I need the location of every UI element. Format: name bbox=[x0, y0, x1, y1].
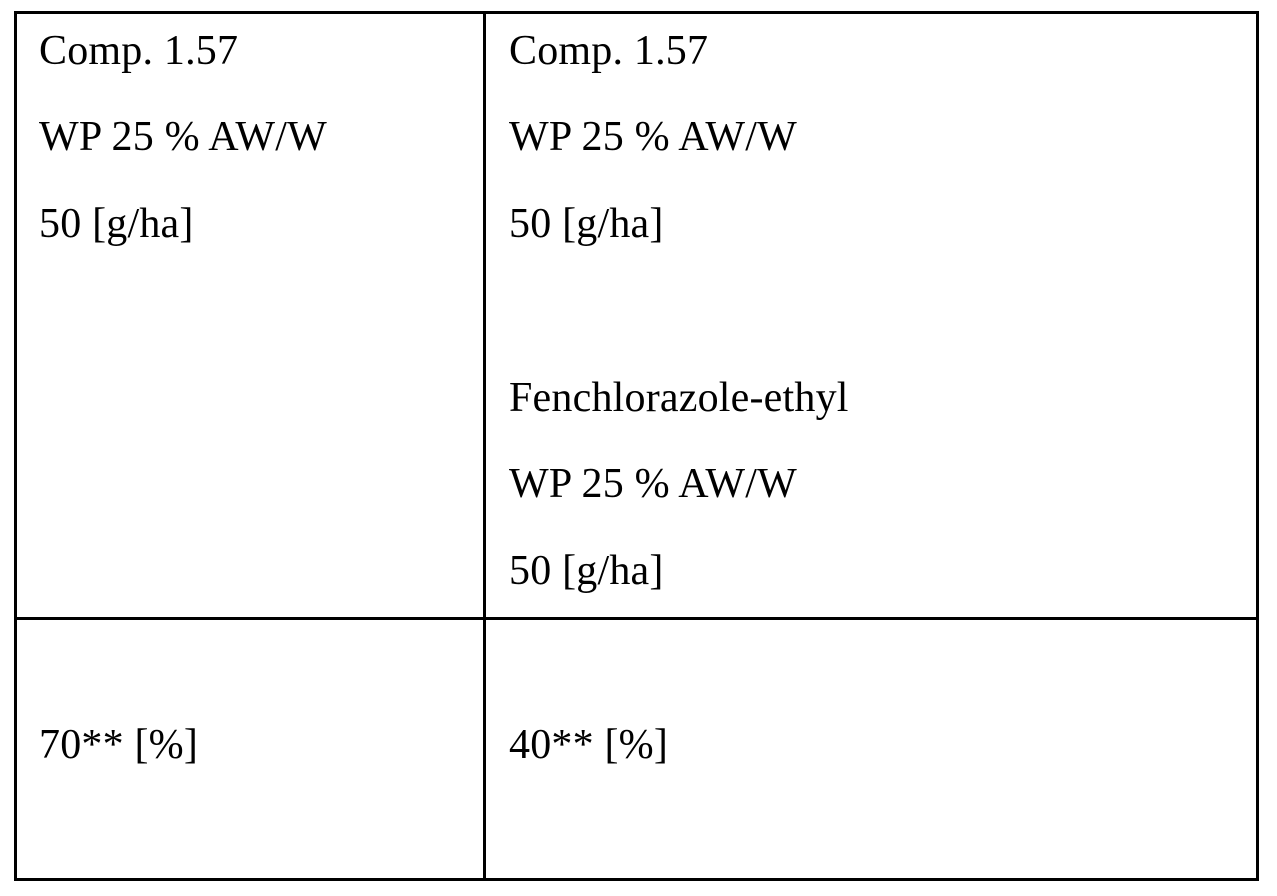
cell-r1-right-line3: 50 [g/ha] bbox=[509, 201, 664, 247]
cell-r1-right-line5: WP 25 % AW/W bbox=[509, 461, 797, 507]
cell-r2-right: 40** [%] bbox=[509, 722, 669, 768]
cell-r1-left-line1: Comp. 1.57 bbox=[39, 28, 239, 74]
cell-r1-right-line4: Fenchlorazole-ethyl bbox=[509, 375, 849, 421]
cell-r1-left-line3: 50 [g/ha] bbox=[39, 201, 194, 247]
row-divider bbox=[17, 617, 1256, 620]
cell-r1-right-line6: 50 [g/ha] bbox=[509, 548, 664, 594]
column-divider bbox=[483, 14, 486, 878]
cell-r2-left: 70** [%] bbox=[39, 722, 199, 768]
cell-r1-right-line1: Comp. 1.57 bbox=[509, 28, 709, 74]
cell-r1-left-line2: WP 25 % AW/W bbox=[39, 114, 327, 160]
data-table: Comp. 1.57 WP 25 % AW/W 50 [g/ha] Comp. … bbox=[14, 11, 1259, 881]
cell-r1-right-line2: WP 25 % AW/W bbox=[509, 114, 797, 160]
